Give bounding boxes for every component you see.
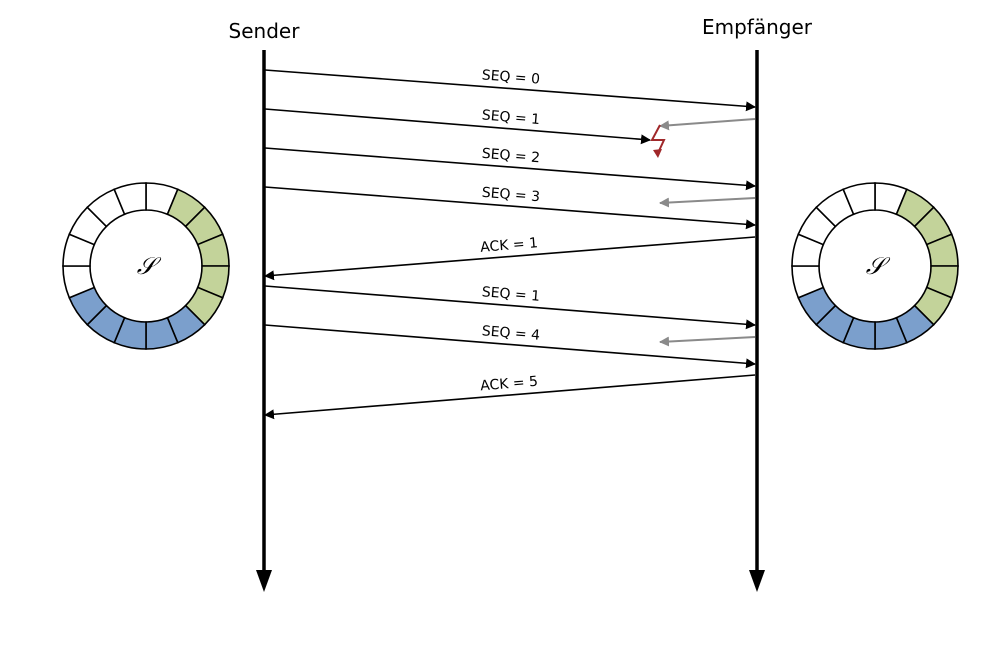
message-arrow [264, 236, 756, 281]
sequence-ring-receiver: 𝒮 [791, 182, 959, 350]
packet-loss-marker [650, 124, 666, 158]
message-label: SEQ = 2 [481, 146, 540, 166]
message-7: ACK = 5 [264, 374, 756, 420]
ring-label: 𝒮 [866, 252, 891, 280]
message-arrow [264, 186, 756, 230]
message-5: SEQ = 1 [264, 284, 756, 330]
message-label: SEQ = 4 [481, 323, 540, 344]
message-6: SEQ = 4 [264, 323, 756, 369]
ring-segment [842, 182, 876, 216]
receiver-label: Empfänger [702, 15, 813, 39]
ring-segment [113, 182, 147, 216]
sequence-ring-sender: 𝒮 [62, 182, 230, 350]
sender-label: Sender [229, 19, 301, 43]
message-1: SEQ = 1 [264, 107, 651, 145]
message-4: ACK = 1 [264, 235, 756, 281]
ring-label: 𝒮 [137, 252, 162, 280]
message-arrow [264, 147, 756, 191]
message-label: SEQ = 1 [481, 107, 540, 128]
receiver-timeline-arrowhead [749, 570, 765, 592]
implicit-acks [659, 118, 756, 347]
messages: SEQ = 0 SEQ = 1 SEQ = 2 SEQ = 3 ACK = 1 SEQ =… [264, 67, 756, 420]
message-label: ACK = 5 [480, 374, 539, 395]
sender-timeline-arrowhead [256, 570, 272, 592]
lightning-bolt-tip [653, 149, 662, 158]
message-arrow [264, 69, 756, 112]
message-3: SEQ = 3 [264, 185, 756, 230]
implicit-ack-arrow [659, 197, 756, 208]
message-arrow [264, 324, 756, 369]
message-arrow [264, 108, 651, 145]
message-arrow [264, 374, 756, 420]
implicit-ack-arrow [659, 118, 756, 131]
message-2: SEQ = 2 [264, 146, 756, 191]
message-label: SEQ = 1 [481, 284, 540, 305]
implicit-ack-arrow [659, 336, 756, 347]
message-arrow [264, 285, 756, 330]
message-0: SEQ = 0 [264, 67, 756, 112]
message-label: SEQ = 0 [481, 67, 540, 87]
lightning-bolt-icon [650, 124, 666, 154]
message-label: SEQ = 3 [481, 185, 540, 205]
timelines [256, 50, 765, 592]
message-label: ACK = 1 [480, 235, 539, 256]
